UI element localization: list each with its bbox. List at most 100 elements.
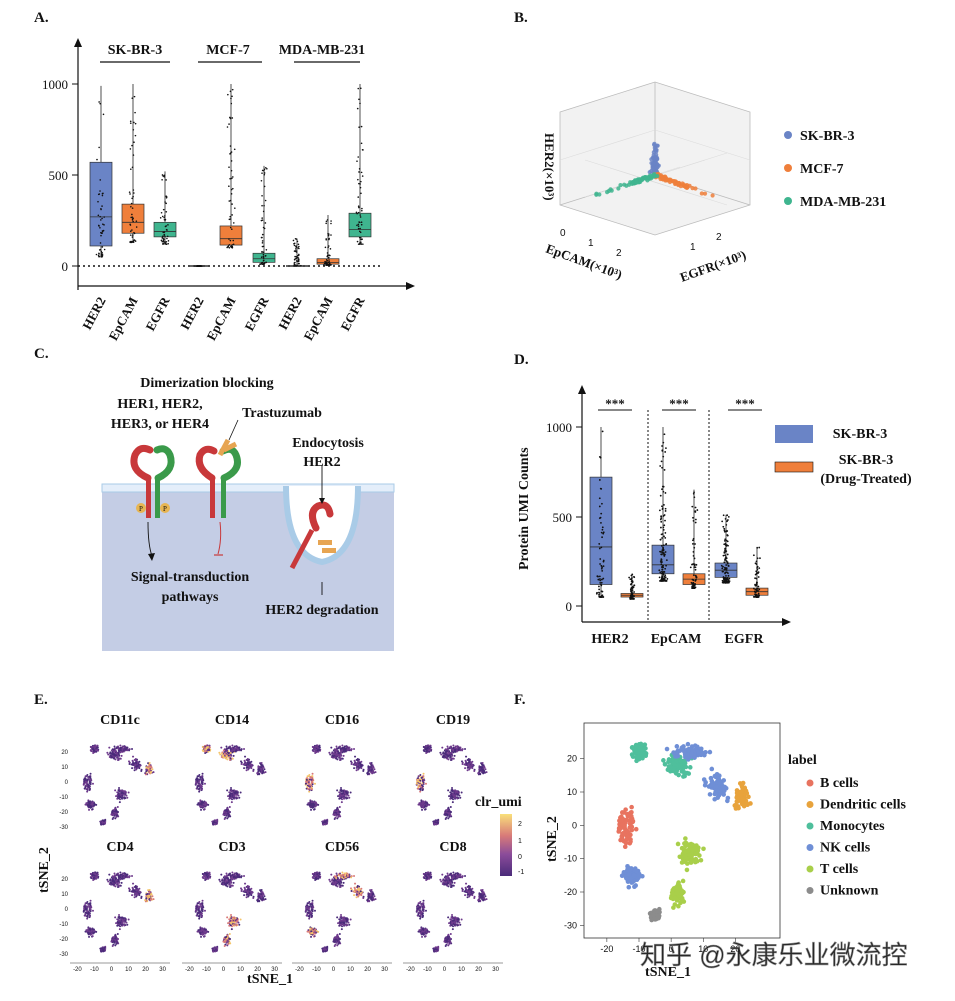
- point: [732, 803, 737, 808]
- legend-label: SK-BR-3: [800, 129, 854, 144]
- point: [681, 879, 686, 884]
- y-tick-label: -30: [564, 920, 577, 930]
- y-tick-label: 0: [572, 820, 577, 830]
- box-egfr-treated: [746, 547, 768, 598]
- panel-c: C. P P: [34, 346, 394, 651]
- panel-a-letter: A.: [34, 10, 49, 26]
- point: [714, 784, 719, 789]
- panel-f-letter: F.: [514, 692, 526, 708]
- legend-swatch-skbr3: [775, 425, 813, 443]
- point: [697, 853, 702, 858]
- label-endocytosis: Endocytosis: [292, 436, 364, 451]
- x-axis-label: tSNE_1: [247, 972, 293, 987]
- point: [708, 792, 713, 797]
- y-axis-label: EGFR(×10³): [678, 247, 748, 285]
- point: [608, 187, 612, 191]
- point: [594, 192, 598, 196]
- label-her-family-1: HER1, HER2,: [117, 397, 202, 412]
- box-her2: [90, 86, 112, 258]
- point: [715, 772, 720, 777]
- legend-marker: [807, 823, 814, 830]
- point: [675, 744, 680, 749]
- point: [655, 165, 659, 169]
- panel-c-letter: C.: [34, 346, 49, 362]
- y-axis-label: Protein UMI Counts: [517, 447, 532, 570]
- point: [627, 873, 632, 878]
- x-axis-label: EpCAM(×10³): [544, 241, 624, 282]
- x-tick-label: EpCAM: [105, 294, 140, 342]
- point: [622, 183, 626, 187]
- y-tick-label: -20: [59, 810, 68, 816]
- x-tick-label: 10: [458, 967, 465, 973]
- point: [748, 801, 753, 806]
- point: [710, 193, 714, 197]
- feature-title: CD4: [106, 840, 133, 855]
- watermark: 知乎 @永康乐业微流控: [640, 940, 908, 970]
- point: [628, 877, 633, 882]
- significance-label: ***: [735, 396, 755, 411]
- box-her2: [188, 265, 210, 267]
- point: [693, 860, 698, 865]
- point: [680, 889, 685, 894]
- group-label-skbr3: SK-BR-3: [108, 43, 162, 58]
- point: [709, 776, 714, 781]
- panel-d: D. Protein UMI Counts 1000 500 0 *** ***…: [514, 352, 912, 647]
- point: [636, 876, 641, 881]
- y-tick-label: 1000: [42, 77, 68, 92]
- point: [623, 844, 628, 849]
- point: [661, 758, 666, 763]
- point: [636, 754, 641, 759]
- point: [628, 839, 633, 844]
- x-tick-label: 0: [443, 967, 447, 973]
- point: [678, 764, 683, 769]
- point: [619, 818, 624, 823]
- point: [669, 896, 674, 901]
- scatter-frame: [584, 723, 780, 938]
- point: [665, 178, 669, 182]
- feature-title: CD11c: [100, 713, 140, 728]
- point: [629, 805, 634, 810]
- x-tick-label: 20: [475, 967, 482, 973]
- legend-swatch-drug: [775, 462, 813, 472]
- point: [630, 182, 634, 186]
- x-tick-label: EGFR: [241, 294, 271, 333]
- group-label-mdamb231: MDA-MB-231: [279, 43, 365, 58]
- point: [683, 844, 688, 849]
- x-tick-label: 20: [142, 967, 149, 973]
- feature-title: CD8: [439, 840, 466, 855]
- label-degradation: HER2 degradation: [265, 603, 378, 618]
- feature-title: CD56: [325, 840, 359, 855]
- y-tick-label: 0: [65, 780, 69, 786]
- point: [674, 885, 679, 890]
- box-egfr: [253, 166, 275, 265]
- point: [652, 150, 656, 154]
- point: [689, 853, 694, 858]
- point: [651, 912, 656, 917]
- point: [682, 770, 687, 775]
- point: [620, 873, 625, 878]
- point: [628, 868, 633, 873]
- label-her-family-2: HER3, or HER4: [111, 417, 209, 432]
- box-epcam: [317, 215, 339, 266]
- box-her2-treated: [621, 574, 643, 600]
- y-axis-label: tSNE_2: [37, 847, 52, 893]
- point: [735, 799, 740, 804]
- legend-label: SK-BR-3: [839, 453, 893, 468]
- legend-label: B cells: [820, 776, 859, 791]
- label-trastuzumab: Trastuzumab: [242, 406, 322, 421]
- point: [634, 827, 639, 832]
- label-signal-2: pathways: [162, 590, 219, 605]
- x-tick-label: 0: [222, 967, 226, 973]
- x-tick-label: 30: [381, 967, 388, 973]
- point: [699, 746, 704, 751]
- point: [652, 172, 656, 176]
- y-tick-label: 500: [553, 510, 573, 525]
- point: [715, 795, 720, 800]
- x-tick-label: 20: [364, 967, 371, 973]
- y-tick-label: -30: [59, 825, 68, 831]
- label-signal-1: Signal-transduction: [131, 570, 249, 585]
